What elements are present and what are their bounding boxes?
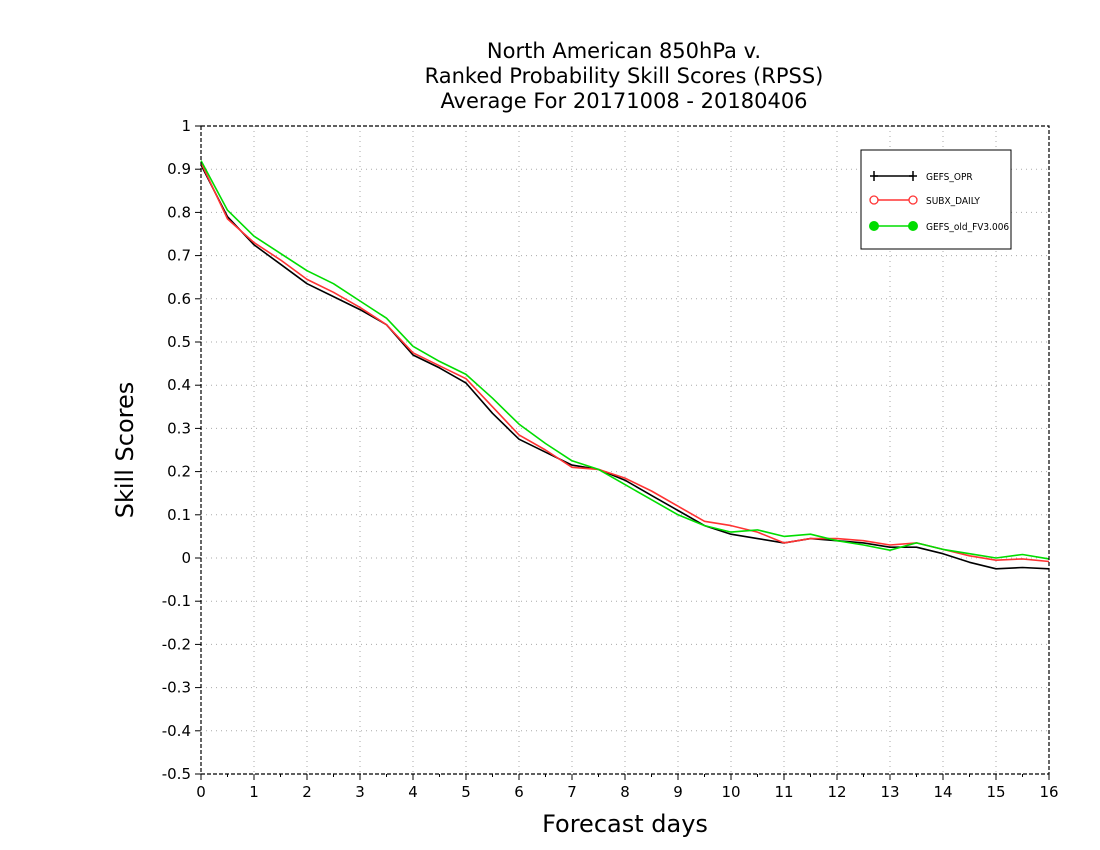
y-tick-label: 0.9 [167, 160, 191, 178]
y-tick-label: 0.5 [167, 333, 191, 351]
x-tick-label: 1 [249, 783, 259, 801]
y-axis-label: Skill Scores [111, 382, 139, 519]
y-tick-label: 0.8 [167, 203, 191, 221]
x-tick-label: 12 [827, 783, 846, 801]
y-tick-label: -0.5 [162, 765, 191, 783]
series-lines [200, 160, 1050, 570]
x-tick-label: 6 [514, 783, 524, 801]
legend-marker-open-circle [869, 195, 879, 205]
x-tick-label: 10 [721, 783, 740, 801]
x-tick-label: 15 [986, 783, 1005, 801]
x-tick-label: 4 [408, 783, 418, 801]
x-tick-label: 16 [1039, 783, 1058, 801]
y-tick-label: -0.1 [162, 592, 191, 610]
legend: GEFS_OPR SUBX_DAILY GEFS_old_FV3.006 [860, 149, 1012, 250]
y-tick-label: 0.3 [167, 419, 191, 437]
y-tick-label: 0.2 [167, 463, 191, 481]
x-tick-label: 11 [774, 783, 793, 801]
x-tick-label: 13 [880, 783, 899, 801]
x-tick-label: 0 [196, 783, 206, 801]
y-tick-label: -0.2 [162, 635, 191, 653]
legend-marker-filled-circle [869, 221, 879, 231]
chart-title-line-2: Ranked Probability Skill Scores (RPSS) [425, 64, 824, 88]
y-tick-label: 0 [181, 549, 191, 567]
chart-title: North American 850hPa v. Ranked Probabil… [425, 39, 824, 113]
legend-marker-filled-circle [908, 221, 918, 231]
series-line-1 [200, 162, 1050, 563]
y-tick-label: 0.7 [167, 247, 191, 265]
y-tick-labels: -0.5 -0.4 -0.3 -0.2 -0.1 0 0.1 0.2 0.3 0.4 0.5 0.6 0… [162, 117, 191, 783]
legend-label-0: GEFS_OPR [926, 172, 973, 183]
x-axis-label: Forecast days [542, 810, 708, 838]
y-tick-label: 0.4 [167, 376, 191, 394]
grid [201, 126, 1049, 774]
chart-title-line-1: North American 850hPa v. [487, 39, 761, 63]
x-tick-label: 9 [673, 783, 683, 801]
x-tick-label: 14 [933, 783, 952, 801]
x-tick-label: 2 [302, 783, 312, 801]
series-line-0 [200, 164, 1050, 570]
x-tick-label: 3 [355, 783, 365, 801]
legend-label-2: GEFS_old_FV3.006 [926, 222, 1009, 233]
y-tick-label: -0.4 [162, 722, 191, 740]
legend-label-1: SUBX_DAILY [926, 196, 980, 207]
y-tick-label: 0.6 [167, 290, 191, 308]
series-line-2 [200, 160, 1050, 560]
y-tick-label: 0.1 [167, 506, 191, 524]
legend-marker-open-circle [908, 195, 918, 205]
x-tick-label: 5 [461, 783, 471, 801]
axis-ticks [195, 125, 1050, 780]
y-tick-label: -0.3 [162, 679, 191, 697]
x-tick-label: 7 [567, 783, 577, 801]
chart-title-line-3: Average For 20171008 - 20180406 [440, 89, 807, 113]
x-tick-label: 8 [620, 783, 630, 801]
x-tick-labels: 0 1 2 3 4 5 6 7 8 9 10 11 12 13 14 15 16 [196, 783, 1058, 801]
y-tick-label: 1 [181, 117, 191, 135]
